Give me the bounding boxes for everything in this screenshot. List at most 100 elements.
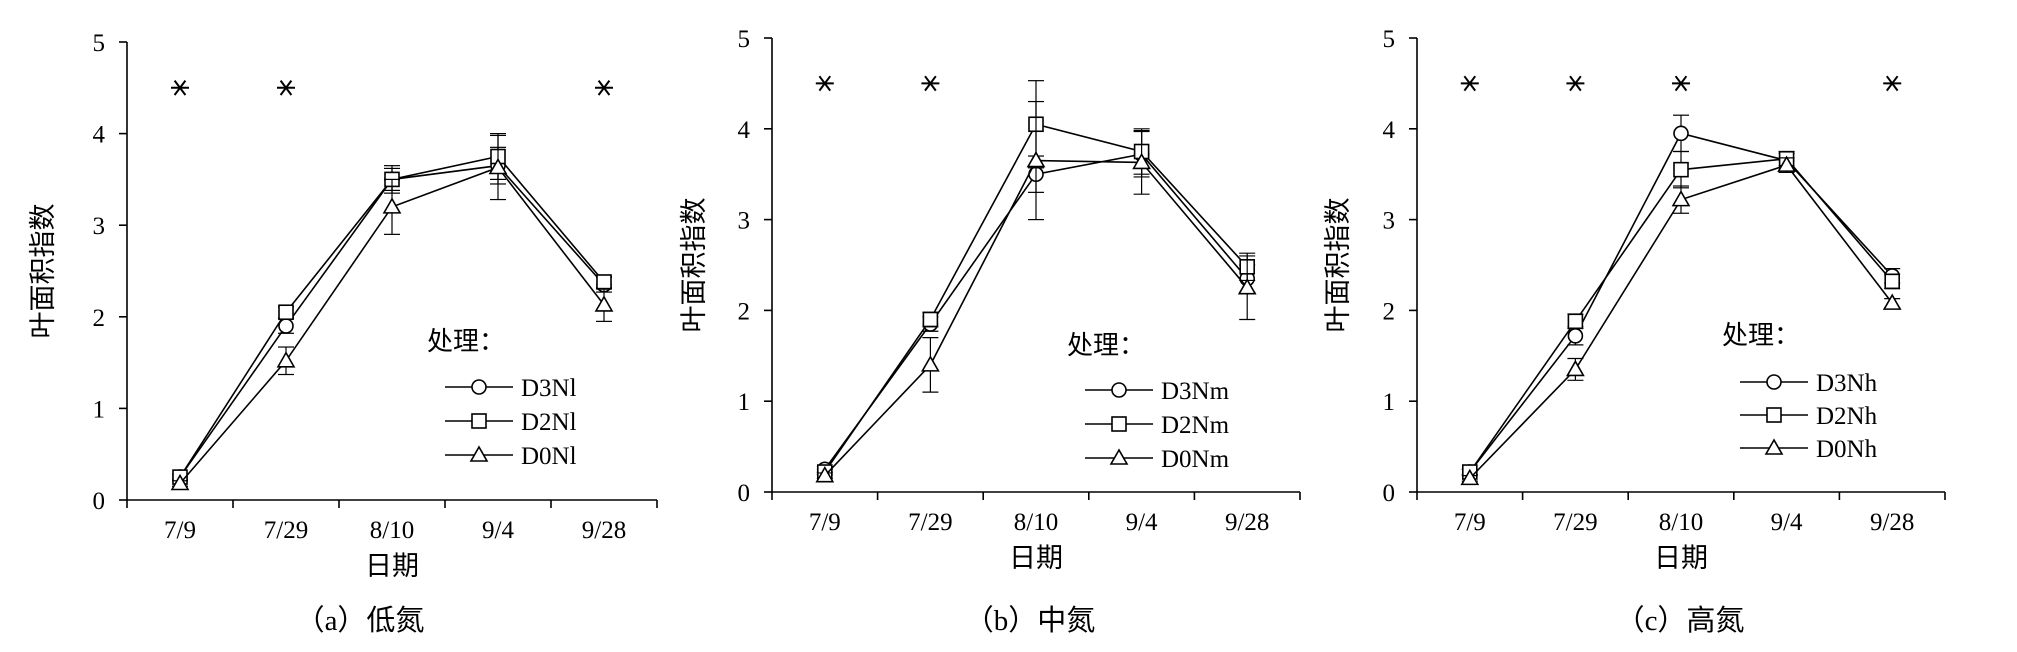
data-point-triangle — [1777, 155, 1796, 172]
significance-asterisk-stroke — [279, 79, 293, 96]
data-point-circle — [1567, 328, 1584, 344]
significance-marker — [921, 75, 940, 92]
y-tick-label: 3 — [1383, 208, 1396, 235]
legend-title: 处理： — [1067, 331, 1145, 360]
x-tick-label: 9/28 — [582, 517, 626, 544]
legend-marker-circle — [471, 379, 487, 395]
data-point-square — [1673, 161, 1689, 178]
significance-asterisk-stroke — [924, 75, 937, 92]
significance-asterisk-stroke — [1569, 75, 1582, 92]
y-tick-label: 1 — [1383, 389, 1396, 416]
y-tick-label: 4 — [738, 117, 751, 144]
y-tick-label: 0 — [738, 480, 751, 507]
legend-label: D0Nm — [1161, 446, 1230, 473]
data-point-triangle — [1026, 150, 1046, 168]
y-tick-label: 5 — [93, 30, 106, 57]
legend-label: D3Nl — [521, 375, 577, 402]
x-axis-label: 日期 — [1009, 543, 1063, 573]
data-point-triangle — [1237, 278, 1257, 295]
legend-label: D0Nh — [1816, 436, 1878, 463]
legend: 处理： D3Nm D2Nm D0Nm — [1067, 331, 1230, 473]
series-D0Nh — [1460, 155, 1902, 486]
x-tick-label: 7/9 — [164, 517, 196, 544]
chart-panel-3: 0 1 2 3 4 5 7/9 7/29 8/10 9/4 9/28 日期 叶面积指数 （c）高氮 处理： D… — [1323, 26, 1946, 637]
panel-caption: （a）低氮 — [296, 604, 425, 637]
data-point-triangle — [1671, 190, 1691, 207]
y-tick-label: 5 — [1383, 26, 1396, 53]
panel-caption: （b）中氮 — [965, 604, 1096, 637]
legend-marker-triangle — [1764, 438, 1784, 455]
x-tick-label: 8/10 — [1014, 509, 1058, 536]
x-tick-label: 8/10 — [370, 517, 414, 544]
y-tick-label: 4 — [1383, 117, 1396, 144]
data-point-triangle — [594, 295, 614, 312]
y-tick-label: 0 — [93, 488, 106, 515]
x-axis-label: 日期 — [365, 551, 419, 581]
y-tick-label: 5 — [738, 26, 751, 53]
significance-marker — [1883, 75, 1902, 92]
x-tick-label: 8/10 — [1659, 509, 1703, 536]
data-point-triangle — [1132, 152, 1151, 170]
legend-label: D2Nh — [1816, 403, 1878, 430]
series-D0Nm — [815, 100, 1257, 483]
significance-marker — [595, 79, 613, 96]
significance-marker — [1672, 75, 1690, 92]
y-tick-label: 3 — [738, 208, 751, 235]
data-point-triangle — [921, 355, 940, 372]
data-point-circle — [1673, 125, 1689, 142]
chart-panel-1: 0 1 2 3 4 5 7/9 7/29 8/10 9/4 9/28 日期 叶面积指数 （a）低氮 处理： D… — [28, 30, 658, 637]
x-tick-label: 7/9 — [1454, 509, 1486, 536]
legend-label: D2Nm — [1161, 412, 1230, 439]
legend-title: 处理： — [427, 327, 505, 356]
series-D0Nl — [170, 134, 614, 491]
y-axis-label: 叶面积指数 — [28, 204, 58, 339]
x-tick-label: 7/9 — [809, 509, 841, 536]
significance-asterisk-stroke — [597, 79, 611, 96]
x-tick-label: 7/29 — [908, 509, 952, 536]
x-tick-label: 9/4 — [482, 517, 514, 544]
legend-marker-circle — [1111, 382, 1127, 398]
y-tick-label: 2 — [1383, 298, 1396, 325]
legend-marker-circle — [1766, 374, 1782, 390]
data-point-triangle — [382, 197, 402, 214]
significance-marker — [277, 79, 295, 96]
legend-marker-triangle — [1109, 448, 1129, 465]
series-D2Nh — [1461, 150, 1901, 480]
data-point-square — [922, 311, 939, 328]
chart-panel-2: 0 1 2 3 4 5 7/9 7/29 8/10 9/4 9/28 日期 叶面积指数 （b）中氮 处理： D… — [679, 26, 1301, 637]
x-tick-label: 7/29 — [1553, 509, 1597, 536]
significance-asterisk-stroke — [1463, 75, 1476, 92]
legend-label: D3Nh — [1816, 370, 1878, 397]
data-point-triangle — [815, 466, 835, 483]
x-tick-label: 9/28 — [1870, 509, 1914, 536]
y-tick-label: 4 — [93, 122, 106, 149]
data-point-square — [596, 274, 612, 290]
significance-asterisk-stroke — [1886, 75, 1899, 92]
x-tick-label: 9/4 — [1771, 509, 1803, 536]
data-point-triangle — [170, 473, 190, 491]
legend-marker-square — [1111, 416, 1127, 432]
data-point-triangle — [1460, 468, 1480, 486]
x-tick-label: 9/4 — [1126, 509, 1158, 536]
y-tick-label: 3 — [93, 213, 106, 240]
x-tick-label: 7/29 — [264, 517, 308, 544]
data-point-square — [1884, 273, 1900, 290]
legend-label: D2Nl — [521, 409, 577, 436]
data-point-square — [278, 304, 294, 321]
legend: 处理： D3Nh D2Nh D0Nh — [1722, 321, 1878, 463]
significance-asterisk-stroke — [173, 79, 187, 96]
panel-caption: （c）高氮 — [1616, 604, 1745, 637]
significance-marker — [815, 75, 834, 92]
significance-marker — [1460, 75, 1479, 92]
significance-marker — [171, 79, 189, 96]
y-tick-label: 1 — [93, 396, 106, 423]
legend-marker-triangle — [469, 445, 489, 462]
data-point-triangle — [276, 351, 296, 368]
x-axis-label: 日期 — [1654, 543, 1708, 573]
legend: 处理： D3Nl D2Nl D0Nl — [427, 327, 577, 470]
y-axis-label: 叶面积指数 — [679, 198, 709, 333]
significance-marker — [1566, 75, 1585, 92]
significance-asterisk-stroke — [1674, 75, 1688, 92]
